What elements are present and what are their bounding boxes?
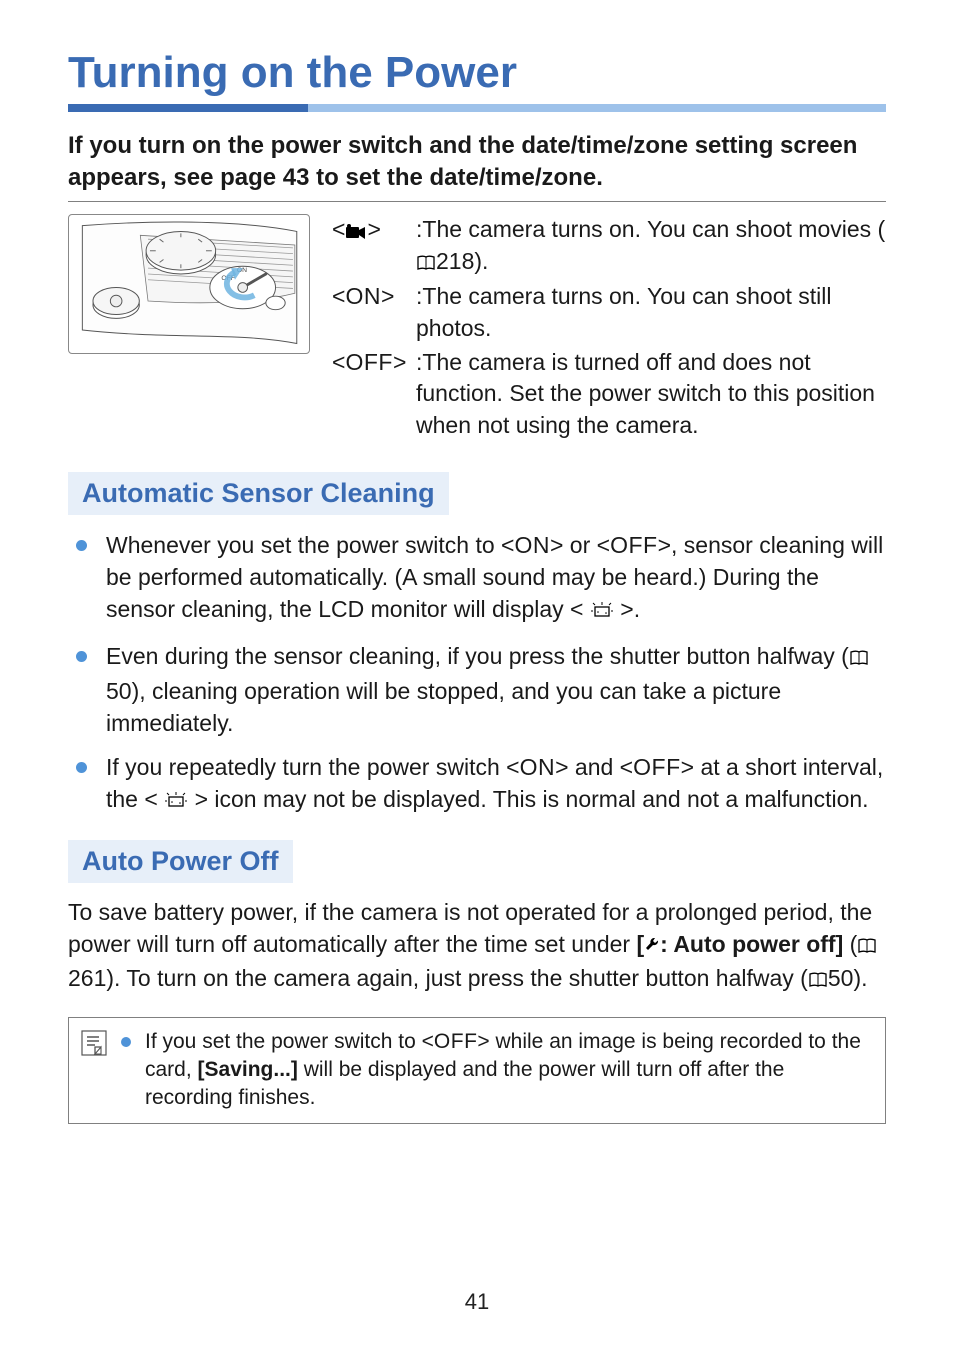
- switch-label-movie: <>: [332, 214, 416, 279]
- on-label: ON: [345, 283, 381, 309]
- sensor-bullet-3: If you repeatedly turn the power switch …: [94, 751, 886, 818]
- title-underline: [68, 104, 886, 112]
- book-icon: [416, 248, 436, 280]
- b2-p2: ), cleaning operation will be stopped, a…: [106, 678, 781, 736]
- camera-illustration: OFF ON: [68, 214, 310, 354]
- switch-body-off: :The camera is turned off and does not f…: [416, 347, 886, 442]
- camera-svg: OFF ON: [71, 216, 306, 351]
- apo-p3: ). To turn on the camera again, just pre…: [106, 965, 807, 991]
- b3-on: ON: [520, 754, 556, 780]
- note-icon: [81, 1030, 107, 1061]
- switch-label-on: <ON>: [332, 281, 416, 344]
- apo-p4: ).: [853, 965, 867, 991]
- intro-text: If you turn on the power switch and the …: [68, 130, 886, 195]
- wrench-icon: [644, 931, 660, 963]
- apo-p2: (: [843, 931, 857, 957]
- note-box: If you set the power switch to <OFF> whi…: [68, 1017, 886, 1124]
- apo-page1: 261: [68, 965, 106, 991]
- sensor-bullet-2: Even during the sensor cleaning, if you …: [94, 640, 886, 739]
- book-icon: [857, 931, 877, 963]
- b1-p4: >.: [614, 596, 640, 622]
- movie-page: 218: [436, 248, 474, 274]
- b3-p4: > icon may not be displayed. This is nor…: [188, 786, 868, 812]
- apo-bold1: [ : Auto power off]: [636, 931, 843, 957]
- sensor-bullet-1: Whenever you set the power switch to <ON…: [94, 529, 886, 629]
- note-bullet-icon: [121, 1028, 131, 1052]
- b3-p1: If you repeatedly turn the power switch …: [106, 754, 520, 780]
- apo-bold1b: : Auto power off]: [660, 931, 843, 957]
- movie-icon: [345, 218, 367, 250]
- auto-power-off-text: To save battery power, if the camera is …: [68, 897, 886, 996]
- note-off: OFF: [434, 1030, 478, 1053]
- book-icon: [808, 965, 828, 997]
- b3-off: OFF: [633, 754, 681, 780]
- switch-positions-list: <> :The camera turns on. You can shoot m…: [332, 214, 886, 444]
- separator: [68, 201, 886, 202]
- switch-row-off: <OFF> :The camera is turned off and does…: [332, 347, 886, 442]
- note-body: If you set the power switch to <OFF> whi…: [145, 1028, 871, 1113]
- power-switch-row: OFF ON <> :The camera turns on. You can …: [68, 214, 886, 444]
- b1-p1: Whenever you set the power switch to <: [106, 532, 514, 558]
- switch-row-movie: <> :The camera turns on. You can shoot m…: [332, 214, 886, 279]
- off-label: OFF: [345, 349, 393, 375]
- switch-body-on: :The camera turns on. You can shoot stil…: [416, 281, 886, 344]
- section-auto-power-off-title: Auto Power Off: [68, 840, 293, 883]
- book-icon: [849, 642, 869, 674]
- movie-text-pre: :The camera turns on. You can shoot movi…: [416, 216, 885, 242]
- underline-light: [308, 104, 886, 112]
- apo-page2: 50: [828, 965, 854, 991]
- manual-page: Turning on the Power If you turn on the …: [0, 0, 954, 1345]
- switch-body-movie: :The camera turns on. You can shoot movi…: [416, 214, 886, 279]
- b2-p1: Even during the sensor cleaning, if you …: [106, 643, 849, 669]
- switch-row-on: <ON> :The camera turns on. You can shoot…: [332, 281, 886, 344]
- sensor-clean-icon: [590, 596, 614, 628]
- b2-page: 50: [106, 678, 132, 704]
- page-title: Turning on the Power: [68, 48, 886, 98]
- apo-bold1a: [: [636, 931, 644, 957]
- b1-off: OFF: [610, 532, 658, 558]
- underline-dark: [68, 104, 308, 112]
- movie-text-post: ).: [474, 248, 488, 274]
- b3-p2: > and <: [555, 754, 633, 780]
- section-sensor-cleaning-title: Automatic Sensor Cleaning: [68, 472, 449, 515]
- b1-on: ON: [514, 532, 550, 558]
- switch-label-off: <OFF>: [332, 347, 416, 442]
- sensor-clean-icon: [164, 786, 188, 818]
- b1-p2: > or <: [550, 532, 610, 558]
- sensor-cleaning-list: Whenever you set the power switch to <ON…: [68, 529, 886, 819]
- note-p1: If you set the power switch to <: [145, 1030, 434, 1053]
- note-bold: [Saving...]: [198, 1058, 298, 1081]
- page-number: 41: [0, 1289, 954, 1315]
